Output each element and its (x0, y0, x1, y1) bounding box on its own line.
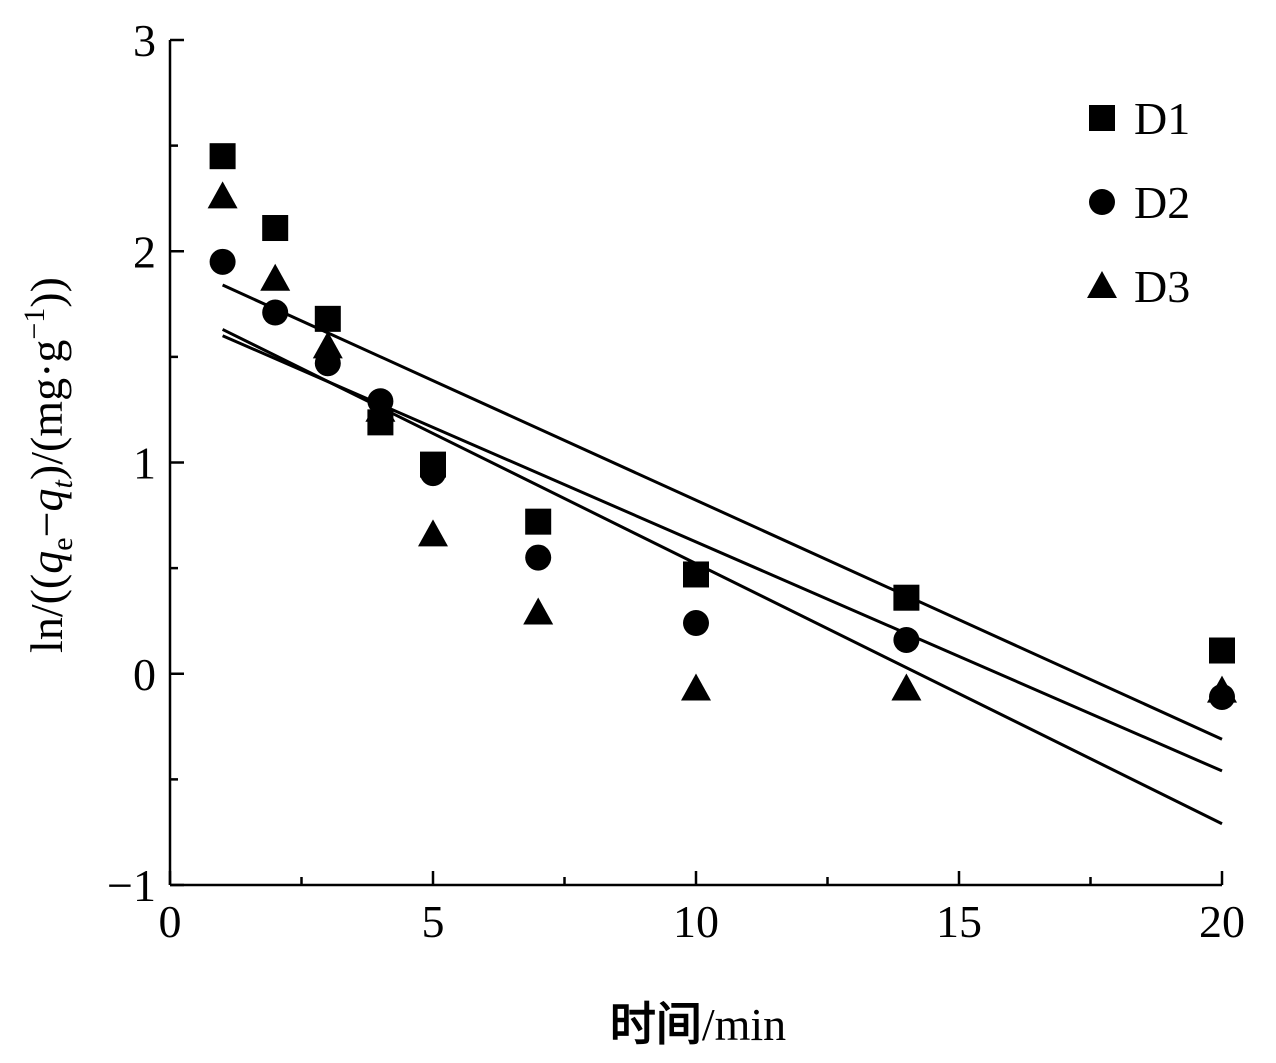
x-tick-label: 5 (422, 896, 445, 947)
legend-label-d3: D3 (1134, 261, 1190, 312)
legend-marker-d3 (1087, 271, 1117, 298)
y-tick-label: 2 (133, 226, 156, 277)
x-axis-label: 时间/min (610, 997, 786, 1051)
x-tick-label: 20 (1199, 896, 1245, 947)
y-label-close: )) (21, 277, 72, 308)
point-d3 (365, 394, 396, 422)
x-axis-label-prefix: 时间 (610, 997, 702, 1051)
x-axis-label-suffix: /min (702, 999, 786, 1050)
point-d3 (1207, 675, 1237, 703)
y-tick-label: 3 (133, 15, 156, 66)
y-label-sub-t: t (46, 479, 79, 488)
y-label-sub-e: e (46, 537, 79, 550)
legend-marker-d2 (1089, 189, 1115, 215)
y-axis-label: ln/((qe−qt)/(mg·g−1)) (18, 277, 79, 653)
y-label-sup: −1 (18, 308, 51, 340)
y-tick-label: 1 (133, 438, 156, 489)
data-points (207, 143, 1237, 710)
x-tick-label: 10 (673, 896, 719, 947)
point-d2 (262, 299, 289, 326)
point-d1 (314, 305, 341, 332)
point-d2 (420, 460, 446, 487)
y-label-minus: − (21, 511, 72, 537)
point-d2 (209, 248, 236, 275)
point-d2 (683, 610, 709, 637)
x-tick-label: 15 (936, 896, 982, 947)
y-label-qe: q (21, 551, 72, 574)
point-d3 (260, 263, 291, 291)
point-d2 (893, 626, 920, 653)
legend-label-d2: D2 (1134, 177, 1190, 228)
point-d3 (418, 519, 448, 547)
y-label-unit: )/(mg·g (21, 340, 72, 481)
x-tick-label: 0 (159, 896, 182, 947)
legend-label-d1: D1 (1134, 93, 1190, 144)
y-label-part: ln/(( (21, 574, 72, 653)
point-d1 (683, 561, 709, 588)
fit-lines (221, 283, 1223, 826)
point-d1 (893, 584, 920, 611)
point-d3 (523, 597, 554, 625)
point-d1 (525, 508, 552, 535)
point-d1 (1209, 637, 1235, 664)
fit-line-d1 (221, 283, 1223, 741)
y-tick-label: 0 (133, 649, 156, 700)
point-d2 (525, 544, 552, 571)
point-d3 (681, 673, 711, 701)
point-d1 (262, 215, 289, 242)
y-label-qt: q (21, 488, 72, 511)
point-d3 (891, 673, 922, 701)
point-d3 (207, 181, 238, 209)
legend-marker-d1 (1089, 105, 1115, 131)
legend: D1 D2 D3 (1087, 93, 1190, 312)
point-d3 (312, 331, 343, 359)
point-d1 (209, 143, 236, 170)
y-tick-label: −1 (107, 860, 156, 911)
